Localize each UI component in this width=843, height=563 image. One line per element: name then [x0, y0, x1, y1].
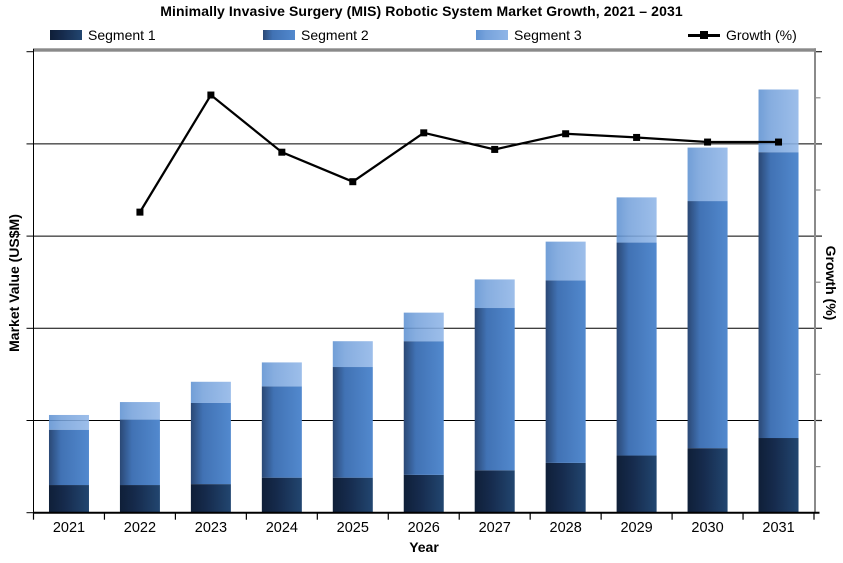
bar-2029-segment-3: [616, 197, 657, 243]
chart-title: Minimally Invasive Surgery (MIS) Robotic…: [160, 3, 683, 19]
bar-2029-segment-2: [616, 242, 657, 456]
growth-line: [138, 93, 779, 213]
bar-2030-segment-2: [687, 201, 728, 449]
left-axis-ticks: [26, 51, 34, 514]
x-tick-label-2022: 2022: [124, 520, 156, 536]
growth-marker-2026: [420, 129, 428, 137]
right-axis-ticks: [816, 51, 822, 468]
x-tick-label-2024: 2024: [266, 520, 298, 536]
bar-2025-segment-3: [332, 341, 373, 368]
bar-2024-segment-3: [261, 362, 302, 387]
x-tick-label-2026: 2026: [408, 520, 440, 536]
bar-stack-2029: [616, 197, 657, 513]
x-tick-labels: 2021 2022 2023 2024 2025 2026 2027 2028 2029 2030…: [53, 520, 795, 536]
bar-2024-segment-1: [261, 477, 302, 513]
legend-label-growth: Growth (%): [726, 27, 797, 43]
bar-stack-2025: [332, 341, 373, 513]
bar-stack-2023: [190, 381, 231, 513]
x-axis-ticks: [32, 512, 815, 520]
bar-2023-segment-2: [190, 402, 231, 485]
bar-2023-segment-3: [190, 381, 231, 403]
legend-item-segment-2: Segment 2: [263, 26, 369, 44]
segment-3-swatch-icon: [476, 30, 508, 40]
bar-stack-2028: [545, 241, 586, 513]
bar-2021-segment-1: [48, 485, 89, 513]
bar-2022-segment-3: [119, 402, 160, 420]
bar-2027-segment-3: [474, 279, 515, 309]
growth-marker-2023: [207, 91, 215, 99]
x-tick-label-2025: 2025: [337, 520, 369, 536]
growth-marker-2028: [562, 130, 570, 138]
plot-border-right: [814, 48, 816, 513]
legend-item-growth: Growth (%): [688, 26, 797, 44]
legend-label-segment-2: Segment 2: [301, 27, 369, 43]
x-tick-label-2029: 2029: [620, 520, 652, 536]
bars: [48, 89, 799, 513]
x-tick-label-2021: 2021: [53, 520, 85, 536]
x-tick-label-2031: 2031: [762, 520, 794, 536]
bar-stack-2026: [403, 312, 444, 513]
bar-stack-2031: [758, 89, 799, 513]
growth-marker-2025: [349, 178, 357, 186]
bar-2021-segment-3: [48, 414, 89, 430]
growth-marker-2024: [278, 148, 286, 156]
legend-item-segment-3: Segment 3: [476, 26, 582, 44]
growth-marker-2027: [491, 145, 499, 153]
growth-marker-2022: [136, 208, 144, 216]
segment-1-swatch-icon: [50, 30, 82, 40]
x-axis-label: Year: [409, 539, 439, 555]
plot-borders: [33, 48, 820, 514]
bar-2027-segment-2: [474, 308, 515, 471]
bar-stack-2022: [119, 402, 160, 513]
growth-marker-2030: [704, 138, 712, 146]
legend-label-segment-3: Segment 3: [514, 27, 582, 43]
bar-stack-2027: [474, 279, 515, 513]
growth-line-marker-icon: [688, 30, 720, 40]
bar-stack-2030: [687, 147, 728, 513]
x-tick-label-2030: 2030: [691, 520, 723, 536]
bar-2028-segment-1: [545, 462, 586, 513]
bar-2025-segment-1: [332, 477, 373, 513]
bar-2026-segment-1: [403, 474, 444, 513]
bar-2021-segment-2: [48, 429, 89, 486]
legend-item-segment-1: Segment 1: [50, 26, 156, 44]
bar-2031-segment-1: [758, 438, 799, 513]
bar-2022-segment-2: [119, 419, 160, 486]
bar-2028-segment-2: [545, 280, 586, 463]
plot-border-top: [33, 48, 816, 52]
bar-2024-segment-2: [261, 386, 302, 478]
bar-2025-segment-2: [332, 367, 373, 478]
bar-stack-2021: [48, 414, 89, 513]
bar-2031-segment-2: [758, 152, 799, 439]
bar-2027-segment-1: [474, 470, 515, 513]
bar-2026-segment-3: [403, 312, 444, 342]
legend-label-segment-1: Segment 1: [88, 27, 156, 43]
segment-2-swatch-icon: [263, 30, 295, 40]
x-tick-label-2023: 2023: [195, 520, 227, 536]
bar-2022-segment-1: [119, 485, 160, 513]
growth-line-series: [136, 91, 783, 216]
bar-2026-segment-2: [403, 341, 444, 475]
bar-2029-segment-1: [616, 455, 657, 513]
bar-2023-segment-1: [190, 484, 231, 513]
growth-marker-2031: [775, 138, 783, 146]
bar-stack-2024: [261, 362, 302, 513]
bar-2028-segment-3: [545, 241, 586, 281]
x-tick-label-2027: 2027: [479, 520, 511, 536]
growth-marker-2029: [633, 133, 641, 141]
bar-2030-segment-3: [687, 147, 728, 202]
x-tick-label-2028: 2028: [550, 520, 582, 536]
bar-2030-segment-1: [687, 448, 728, 513]
